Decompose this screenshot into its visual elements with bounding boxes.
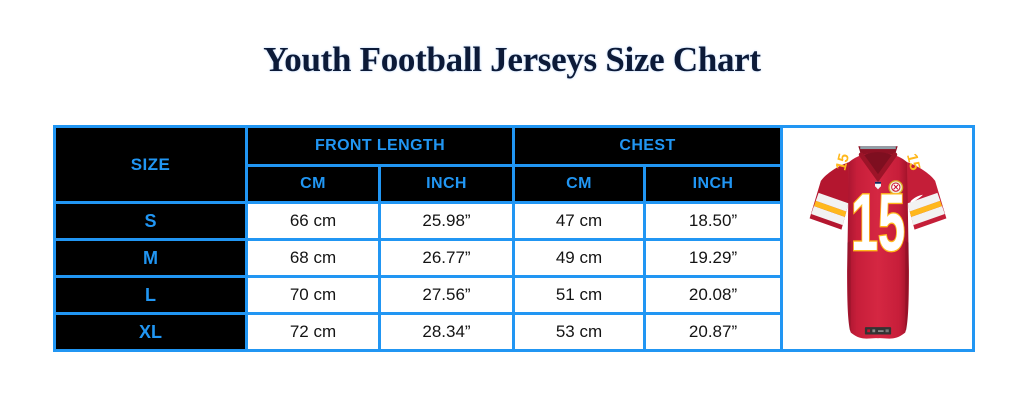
column-header-front-inch: INCH — [378, 164, 515, 204]
table-row-s: S 66 cm 25.98” 47 cm 18.50” — [53, 201, 974, 241]
left-sleeve-stripes — [810, 192, 849, 225]
jersey-photo-cell: 15 15 15 — [780, 125, 976, 352]
column-header-size: SIZE — [53, 125, 248, 204]
chest-inch-value: 20.87” — [642, 312, 784, 352]
chest-inch-value: 19.29” — [642, 238, 784, 278]
table-row-xl: XL 72 cm 28.34” 53 cm 20.87” — [53, 312, 974, 352]
front-length-inch-value: 28.34” — [378, 312, 515, 352]
jersey-photo: 15 15 15 — [783, 130, 972, 348]
chest-number: 15 — [850, 178, 904, 268]
team-patch-icon — [887, 179, 903, 196]
collar-band — [858, 151, 897, 182]
right-sleeve-stripes — [906, 192, 945, 225]
column-header-front-length: FRONT LENGTH — [245, 125, 515, 167]
nfl-shield-icon — [874, 181, 881, 189]
chest-cm-value: 47 cm — [512, 201, 646, 241]
front-length-cm-value: 68 cm — [245, 238, 381, 278]
front-length-inch-value: 25.98” — [378, 201, 515, 241]
swoosh-icon — [910, 194, 923, 202]
column-header-chest: CHEST — [511, 125, 784, 167]
front-length-inch-value: 27.56” — [378, 275, 515, 315]
front-length-cm-value: 66 cm — [245, 201, 381, 241]
right-shoulder-number: 15 — [902, 151, 923, 171]
table-row-l: L 70 cm 27.56” 51 cm 20.08” — [53, 275, 974, 315]
chest-cm-value: 49 cm — [512, 238, 646, 278]
side-mesh-left — [846, 240, 851, 331]
size-label: L — [53, 275, 248, 315]
column-header-front-cm: CM — [245, 164, 381, 204]
size-label: S — [53, 201, 248, 241]
chest-inch-value: 18.50” — [642, 201, 784, 241]
jersey-illustration: 15 15 15 — [809, 145, 946, 339]
chest-inch-value: 20.08” — [642, 275, 784, 315]
size-label: XL — [53, 312, 248, 352]
front-length-cm-value: 72 cm — [245, 312, 381, 352]
left-shoulder-number: 15 — [832, 151, 853, 171]
column-header-chest-cm: CM — [512, 164, 646, 204]
chest-cm-value: 53 cm — [512, 312, 646, 352]
front-length-cm-value: 70 cm — [245, 275, 381, 315]
front-length-inch-value: 26.77” — [378, 238, 515, 278]
page-title: Youth Football Jerseys Size Chart — [263, 40, 761, 79]
column-header-chest-inch: INCH — [642, 164, 784, 204]
size-chart-table: SIZE FRONT LENGTH CHEST — [53, 125, 976, 352]
table-row-m: M 68 cm 26.77” 49 cm 19.29” — [53, 238, 974, 278]
side-mesh-right — [904, 240, 909, 331]
size-label: M — [53, 238, 248, 278]
collar-seam — [859, 145, 896, 149]
jock-tag — [864, 326, 891, 335]
jersey-torso — [846, 152, 909, 339]
neck-opening — [861, 151, 894, 177]
chest-cm-value: 51 cm — [512, 275, 646, 315]
